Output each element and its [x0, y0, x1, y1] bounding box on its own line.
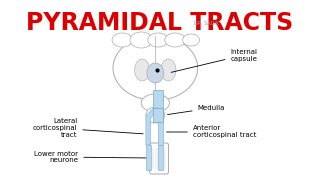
Polygon shape — [153, 108, 163, 122]
Polygon shape — [158, 108, 163, 145]
Ellipse shape — [141, 94, 169, 112]
Ellipse shape — [135, 59, 150, 81]
Polygon shape — [153, 90, 163, 108]
FancyBboxPatch shape — [150, 143, 168, 174]
Ellipse shape — [146, 107, 165, 123]
Ellipse shape — [147, 63, 164, 83]
Ellipse shape — [165, 33, 185, 47]
Ellipse shape — [130, 32, 153, 48]
Text: Lateral
corticospinal
tract: Lateral corticospinal tract — [33, 118, 143, 138]
Text: Internal
capsule: Internal capsule — [171, 48, 258, 72]
Text: Lower motor
neurone: Lower motor neurone — [34, 150, 148, 163]
Ellipse shape — [112, 33, 133, 47]
Polygon shape — [146, 145, 151, 170]
Polygon shape — [158, 145, 163, 170]
Text: DR. SADIK: DR. SADIK — [195, 21, 220, 26]
Ellipse shape — [161, 59, 176, 81]
Ellipse shape — [113, 35, 197, 100]
Polygon shape — [146, 108, 158, 145]
Text: Medulla: Medulla — [167, 105, 225, 115]
Text: PYRAMIDAL TRACTS: PYRAMIDAL TRACTS — [26, 11, 294, 35]
Ellipse shape — [182, 34, 199, 46]
Ellipse shape — [148, 33, 168, 47]
Text: Anterior
corticospinal tract: Anterior corticospinal tract — [166, 125, 256, 138]
